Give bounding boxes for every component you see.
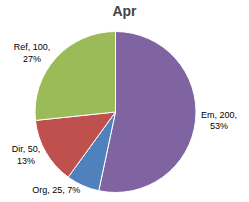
svg-text:Apr: Apr (112, 3, 137, 19)
svg-text:Dir, 50,13%: Dir, 50,13% (12, 144, 41, 166)
svg-text:Org, 25, 7%: Org, 25, 7% (32, 185, 80, 195)
svg-text:Ref, 100,27%: Ref, 100,27% (14, 42, 51, 64)
svg-text:Em, 200,53%: Em, 200,53% (201, 110, 237, 132)
